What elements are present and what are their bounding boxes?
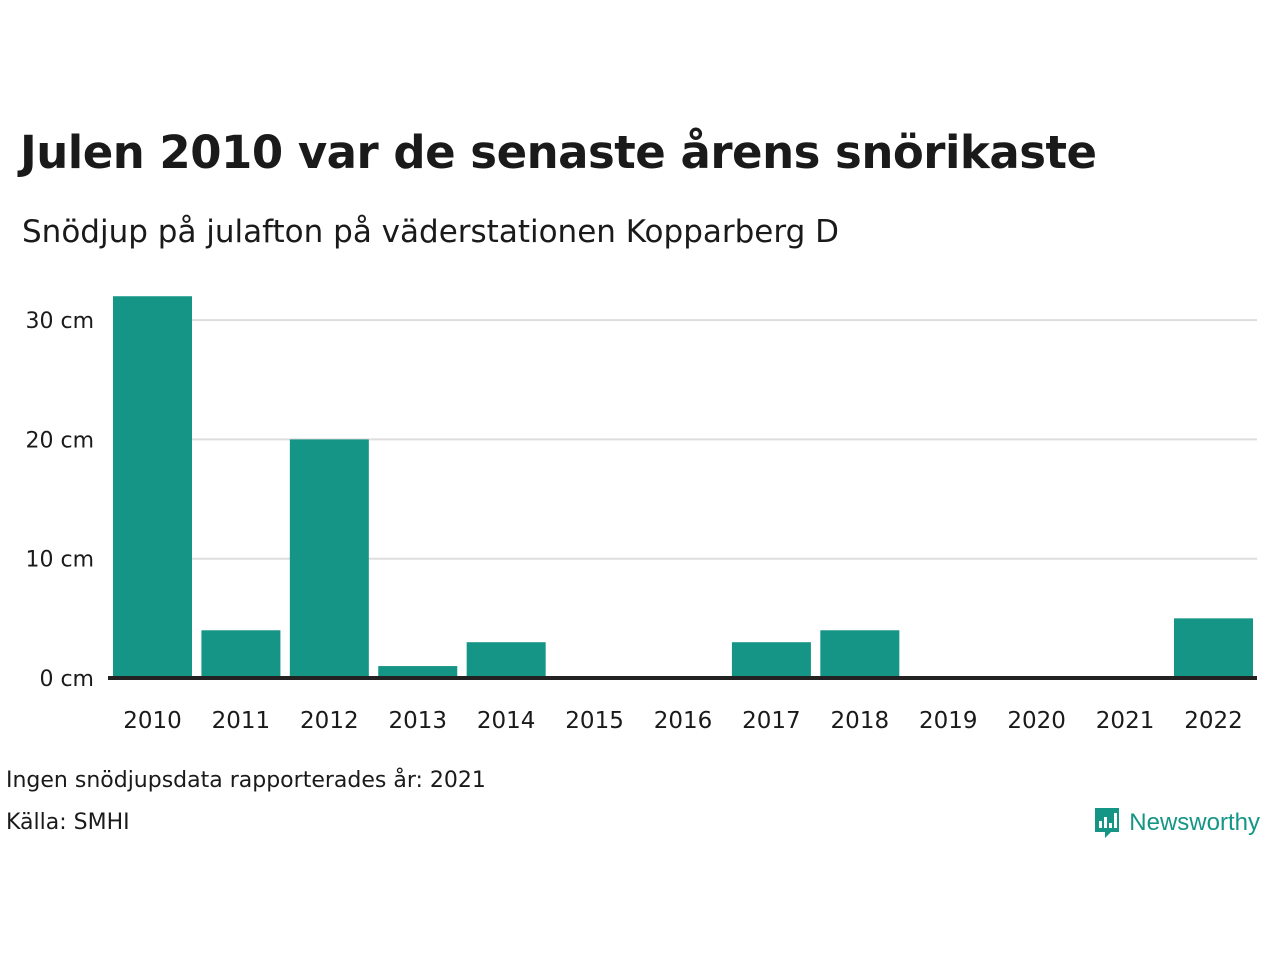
- x-tick-label: 2017: [742, 708, 801, 734]
- x-tick-label: 2022: [1184, 708, 1243, 734]
- x-tick-label: 2010: [123, 708, 182, 734]
- bar: [1174, 618, 1253, 678]
- bar-chart-speech-bubble-icon: [1095, 808, 1120, 838]
- chart-title: Julen 2010 var de senaste årens snörikas…: [20, 126, 1097, 179]
- x-tick-label: 2020: [1007, 708, 1066, 734]
- x-tick-label: 2019: [919, 708, 978, 734]
- x-tick-label: 2021: [1096, 708, 1155, 734]
- source-credit: Källa: SMHI: [6, 810, 130, 835]
- x-tick-label: 2011: [212, 708, 271, 734]
- footnote-missing-data: Ingen snödjupsdata rapporterades år: 202…: [6, 768, 486, 793]
- chart-subtitle: Snödjup på julafton på väderstationen Ko…: [22, 214, 839, 250]
- bar: [731, 642, 811, 678]
- x-tick-label: 2012: [300, 708, 359, 734]
- bar: [289, 439, 369, 678]
- x-tick-label: 2018: [831, 708, 890, 734]
- bar: [113, 296, 192, 678]
- bar: [201, 630, 281, 678]
- x-tick-label: 2014: [477, 708, 536, 734]
- y-tick-label: 20 cm: [25, 428, 94, 453]
- y-tick-label: 10 cm: [25, 548, 94, 573]
- x-tick-label: 2015: [565, 708, 624, 734]
- y-tick-label: 0 cm: [39, 667, 94, 692]
- brand-name: Newsworthy: [1129, 809, 1260, 836]
- y-tick-label: 30 cm: [25, 309, 94, 334]
- x-tick-label: 2016: [654, 708, 713, 734]
- bar: [820, 630, 900, 678]
- bar: [378, 666, 458, 678]
- bar-chart: 0 cm 10 cm 20 cm 30 cm 2010 2011 2012 2013 2014 2…: [25, 296, 1257, 734]
- brand-logo: Newsworthy: [1093, 806, 1260, 840]
- bar: [466, 642, 546, 678]
- x-tick-label: 2013: [388, 708, 447, 734]
